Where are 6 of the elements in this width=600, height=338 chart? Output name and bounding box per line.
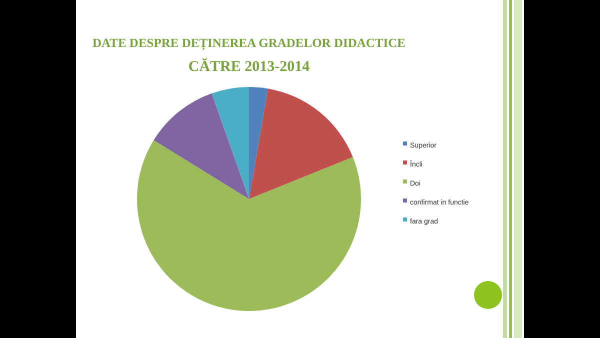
- pie-slice: [249, 87, 268, 199]
- pie-slice: [137, 140, 361, 311]
- chart-title: DATE DESPRE DEȚINEREA GRADELOR DIDACTICE CĂTRE 2013-2014: [92, 36, 406, 75]
- pie-slice: [212, 87, 249, 199]
- pie-slice: [154, 93, 249, 199]
- pie-slice: [249, 88, 353, 199]
